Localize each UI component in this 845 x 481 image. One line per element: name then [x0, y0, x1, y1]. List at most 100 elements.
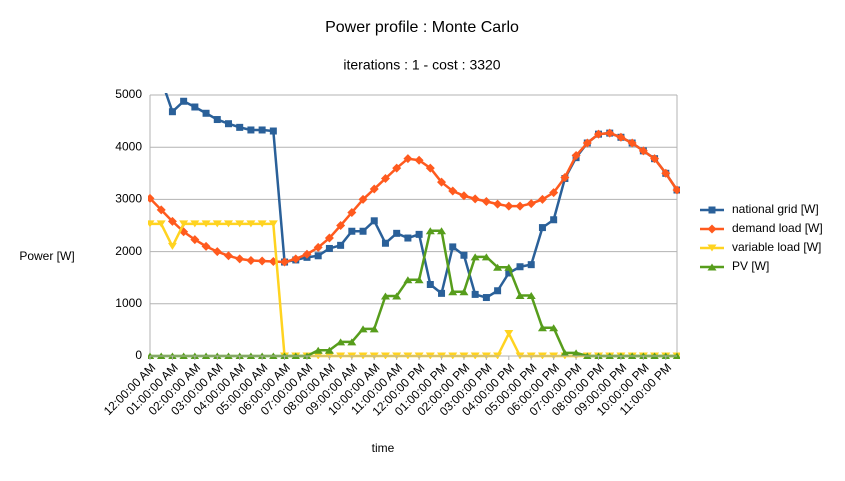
marker: [201, 220, 211, 228]
marker: [459, 288, 469, 296]
marker: [235, 220, 245, 228]
y-tick-label: 2000: [115, 244, 142, 258]
marker: [504, 201, 514, 211]
marker: [504, 263, 514, 271]
marker: [448, 288, 458, 296]
marker: [246, 220, 256, 228]
marker: [246, 255, 256, 265]
y-axis-label: Power [W]: [19, 249, 74, 263]
marker: [348, 227, 356, 235]
marker: [223, 220, 233, 228]
marker: [627, 138, 637, 148]
marker: [168, 108, 176, 116]
marker: [449, 243, 457, 251]
marker: [212, 220, 222, 228]
marker: [708, 206, 716, 214]
marker: [380, 174, 390, 184]
marker: [638, 146, 648, 156]
marker: [414, 155, 424, 165]
marker: [358, 194, 368, 204]
marker: [269, 127, 277, 135]
marker: [202, 109, 210, 117]
marker: [672, 185, 680, 195]
marker: [538, 224, 546, 232]
x-axis-label: time: [372, 441, 395, 455]
marker: [403, 154, 413, 164]
marker: [707, 224, 717, 234]
marker: [650, 154, 660, 164]
marker: [549, 188, 559, 198]
marker: [571, 151, 581, 161]
marker: [537, 194, 547, 204]
marker: [425, 163, 435, 173]
marker: [180, 97, 188, 105]
marker: [661, 168, 671, 178]
marker: [515, 201, 525, 211]
marker: [403, 276, 413, 284]
marker: [280, 257, 290, 267]
marker: [291, 254, 301, 264]
marker: [156, 220, 166, 228]
marker: [481, 196, 491, 206]
marker: [516, 263, 524, 271]
y-tick-label: 1000: [115, 296, 142, 310]
marker: [448, 186, 458, 196]
marker: [158, 76, 165, 83]
marker: [414, 276, 424, 284]
marker: [392, 163, 402, 173]
marker: [470, 194, 480, 204]
marker: [393, 229, 401, 237]
marker: [460, 251, 468, 259]
marker: [258, 126, 266, 134]
marker: [148, 193, 155, 203]
marker: [337, 241, 345, 249]
marker: [314, 252, 322, 260]
marker: [560, 172, 570, 182]
marker: [481, 253, 491, 261]
marker: [404, 234, 412, 242]
legend-label: national grid [W]: [732, 202, 819, 216]
marker: [470, 253, 480, 261]
marker: [527, 261, 535, 269]
marker: [594, 129, 604, 139]
y-tick-label: 0: [135, 348, 142, 362]
marker: [560, 349, 570, 357]
marker: [336, 221, 346, 230]
marker: [515, 291, 525, 299]
marker: [582, 138, 592, 148]
marker: [213, 116, 221, 124]
marker: [223, 251, 233, 261]
marker: [471, 290, 479, 298]
marker: [167, 242, 177, 250]
marker: [257, 220, 267, 228]
marker: [201, 241, 211, 251]
series-line: [149, 131, 679, 264]
marker: [494, 287, 502, 295]
marker: [369, 184, 379, 194]
marker: [526, 291, 536, 299]
marker: [156, 205, 166, 215]
marker: [707, 263, 717, 271]
marker: [493, 199, 503, 209]
marker: [426, 280, 434, 288]
marker: [369, 325, 379, 333]
marker: [707, 244, 717, 252]
marker: [493, 263, 503, 271]
marker: [148, 220, 155, 228]
marker: [437, 227, 447, 235]
series-line: [164, 93, 679, 299]
marker: [347, 207, 357, 217]
marker: [325, 244, 333, 252]
marker: [257, 256, 267, 266]
legend-label: demand load [W]: [732, 221, 823, 235]
marker: [167, 216, 177, 226]
marker: [482, 294, 490, 302]
marker: [247, 126, 255, 134]
marker: [381, 239, 389, 247]
marker: [190, 220, 200, 228]
marker: [268, 220, 278, 228]
marker: [302, 249, 312, 259]
marker: [370, 217, 378, 225]
marker: [358, 325, 368, 333]
